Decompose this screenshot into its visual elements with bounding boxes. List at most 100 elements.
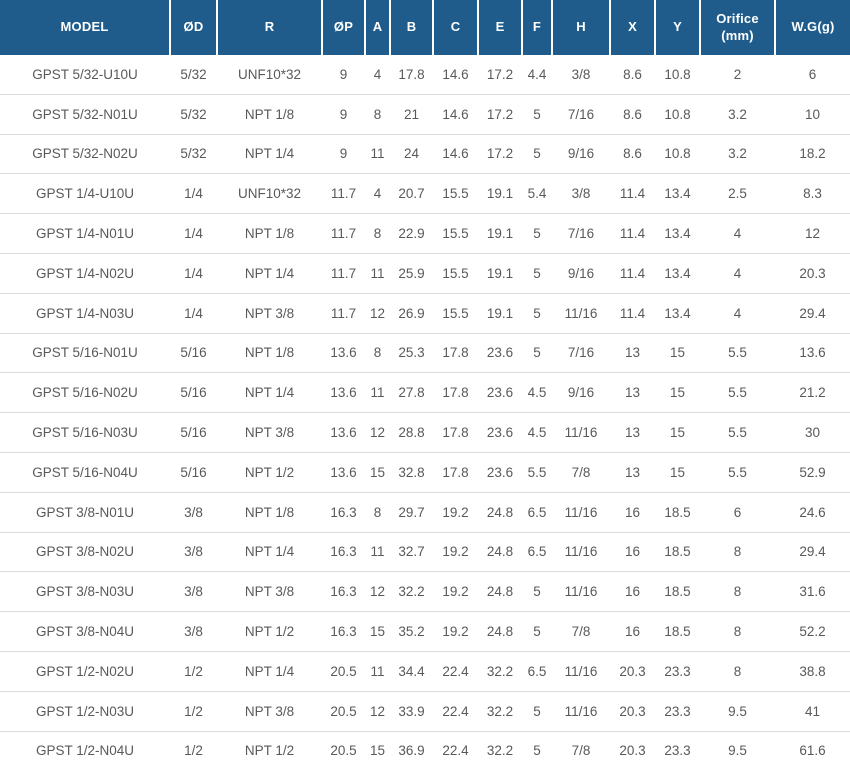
value-cell: 8 <box>365 93 390 135</box>
value-cell: 5/16 <box>170 451 217 493</box>
value-cell: 16.3 <box>322 531 365 572</box>
column-header-1: ØD <box>170 0 218 55</box>
value-cell: 5.4 <box>522 173 552 214</box>
value-cell: 7/8 <box>552 451 610 493</box>
value-cell: 17.8 <box>433 332 478 373</box>
value-cell: NPT 1/8 <box>217 491 322 533</box>
value-cell: 14.6 <box>442 66 469 82</box>
value-cell: 5 <box>522 611 552 652</box>
table-row: GPST 1/4-N03U 1/4 NPT 3/8 11.7 12 26.9 15.5 19.… <box>0 292 850 334</box>
value-cell: 24.8 <box>478 491 522 533</box>
table-row: GPST 5/16-N01U 5/16 NPT 1/8 13.6 8 25.3 17.8 23… <box>0 332 850 373</box>
value-cell: 22.9 <box>390 213 433 254</box>
value-cell: 12 <box>365 571 390 612</box>
value-cell: 20.3 <box>775 252 850 294</box>
value-cell: 3/8 <box>170 531 217 572</box>
value-cell: 14.6 <box>433 133 478 174</box>
value-cell: 23.6 <box>478 451 522 493</box>
value-cell: 32.2 <box>478 650 522 692</box>
model-cell: GPST 1/4-U10U <box>0 173 170 214</box>
value-cell: NPT 1/2 <box>217 451 322 493</box>
value-cell: NPT 1/4 <box>217 531 322 572</box>
value-cell: 1/4 <box>170 292 217 334</box>
value-cell: 3/8 <box>170 491 217 533</box>
value-cell: 2.5 <box>700 173 775 214</box>
header-row: MODEL ØD R ØP A B C E F H X Y Orifice (mm) W.G(g) <box>0 0 850 55</box>
value-cell: 13.4 <box>655 213 700 254</box>
value-cell: 13.4 <box>655 173 700 214</box>
value-cell: 3.2 <box>700 133 775 174</box>
value-cell: 8 <box>700 571 775 612</box>
value-cell: 6 <box>808 66 817 82</box>
value-cell: NPT 1/4 <box>217 133 322 174</box>
value-cell: 23.3 <box>655 730 700 771</box>
column-header-7: E <box>478 0 523 55</box>
value-cell: 10.8 <box>655 93 700 135</box>
value-cell: 5/32 <box>170 133 217 174</box>
table-row: GPST 3/8-N04U 3/8 NPT 1/2 16.3 15 35.2 19.2 24.… <box>0 611 850 652</box>
value-cell: 4 <box>365 173 390 214</box>
value-cell: 22.4 <box>433 650 478 692</box>
table-row: GPST 3/8-N02U 3/8 NPT 1/4 16.3 11 32.7 19.2 24.… <box>0 531 850 572</box>
value-cell: 16 <box>610 491 655 533</box>
value-cell: 11 <box>365 531 390 572</box>
column-header-0: MODEL <box>0 0 171 55</box>
value-cell: 38.8 <box>775 650 850 692</box>
table-row: GPST 3/8-N03U 3/8 NPT 3/8 16.3 12 32.2 19.2 24.… <box>0 571 850 612</box>
value-cell: 5 <box>522 690 552 732</box>
value-cell: 13.6 <box>322 412 365 453</box>
value-cell: 16 <box>610 531 655 572</box>
value-cell: 61.6 <box>775 730 850 771</box>
value-cell: 41 <box>775 690 850 732</box>
value-cell: 7/8 <box>552 611 610 652</box>
value-cell: 16.3 <box>322 571 365 612</box>
value-cell: 1/4 <box>170 173 217 214</box>
model-cell: GPST 1/2-N03U <box>0 690 170 732</box>
table-row: GPST 5/16-N02U 5/16 NPT 1/4 13.6 11 27.8 17.8 2… <box>0 372 850 413</box>
value-cell: 33.9 <box>390 690 433 732</box>
model-cell: GPST 5/16-N01U <box>0 332 170 373</box>
value-cell: 24 <box>390 133 433 174</box>
value-cell: 32.2 <box>390 571 433 612</box>
model-cell: GPST 5/32-U10U <box>32 66 138 82</box>
value-cell: 3/8 <box>170 571 217 612</box>
value-cell: 5 <box>522 332 552 373</box>
value-cell: 18.5 <box>655 611 700 652</box>
value-cell: 20.5 <box>322 690 365 732</box>
value-cell: 52.9 <box>775 451 850 493</box>
value-cell: 20.3 <box>610 690 655 732</box>
value-cell: 11/16 <box>552 412 610 453</box>
model-cell: GPST 1/2-N02U <box>0 650 170 692</box>
value-cell: 1/2 <box>170 650 217 692</box>
value-cell: 5.5 <box>700 372 775 413</box>
value-cell: 15.5 <box>433 252 478 294</box>
value-cell: 5 <box>522 730 552 771</box>
value-cell: 4.5 <box>522 372 552 413</box>
column-header-5: B <box>390 0 434 55</box>
value-cell: 15 <box>365 611 390 652</box>
value-cell: 22.4 <box>433 730 478 771</box>
value-cell: 4.4 <box>527 66 547 82</box>
value-cell: NPT 1/8 <box>217 93 322 135</box>
value-cell: 19.1 <box>478 292 522 334</box>
value-cell: 23.3 <box>655 650 700 692</box>
value-cell: 18.5 <box>655 491 700 533</box>
value-cell: 11/16 <box>552 531 610 572</box>
table-row: GPST 1/4-N01U 1/4 NPT 1/8 11.7 8 22.9 15.5 19.1… <box>0 213 850 254</box>
value-cell: 1/2 <box>170 730 217 771</box>
table-row: GPST 1/2-N04U 1/2 NPT 1/2 20.5 15 36.9 22.4 32.… <box>0 730 850 771</box>
value-cell: 19.1 <box>478 213 522 254</box>
spec-table-body: GPST 5/32-U10U 5/32 UNF10*32 9 4 17.8 14.6 17.2… <box>0 55 850 771</box>
column-header-3: ØP <box>322 0 366 55</box>
model-cell: GPST 1/4-N03U <box>0 292 170 334</box>
value-cell: 9 <box>322 133 365 174</box>
model-cell: GPST 5/32-N01U <box>0 93 170 135</box>
value-cell: 32.2 <box>478 730 522 771</box>
value-cell: 11/16 <box>552 292 610 334</box>
value-cell: 19.2 <box>433 611 478 652</box>
value-cell: 11.7 <box>322 252 365 294</box>
value-cell: 24.8 <box>478 571 522 612</box>
value-cell: 16.3 <box>322 491 365 533</box>
value-cell: 5/16 <box>170 412 217 453</box>
value-cell: 11/16 <box>552 690 610 732</box>
